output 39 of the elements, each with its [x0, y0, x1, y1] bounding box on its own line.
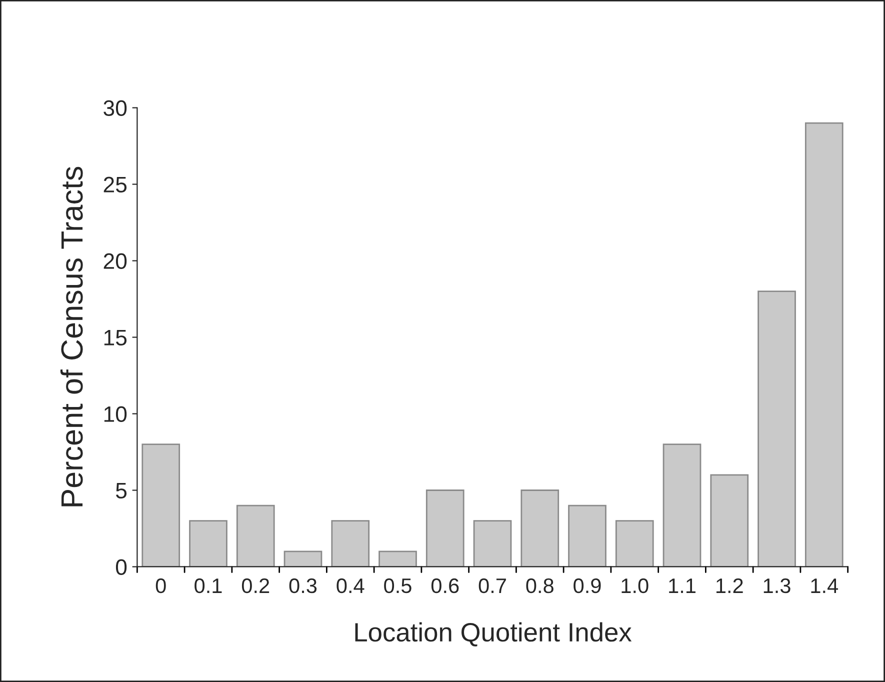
x-axis-title: Location Quotient Index	[355, 622, 632, 646]
x-tick-label: 0.2	[242, 578, 270, 594]
bar	[804, 122, 844, 567]
bar	[568, 504, 606, 567]
x-tick-label: 0.4	[336, 578, 364, 594]
x-tick-label: 1.1	[669, 578, 696, 593]
bar	[236, 504, 275, 567]
bar	[662, 444, 702, 567]
y-tick-label: 15	[104, 330, 127, 346]
bar	[426, 490, 464, 567]
x-tick-label: 0	[156, 578, 166, 594]
x-tick-label: 0.6	[431, 578, 459, 594]
bar	[758, 290, 796, 567]
bar	[284, 550, 322, 567]
x-tick-label: 0.3	[289, 578, 317, 594]
y-tick-label: 0	[116, 559, 127, 576]
x-tick-label: 0.9	[574, 578, 601, 594]
x-tick-label: 0.1	[194, 578, 222, 594]
x-tick-label: 1.0	[622, 578, 648, 594]
x-tick-label: 1.2	[716, 578, 743, 593]
y-axis-title: Percent of Census Tracts	[60, 166, 83, 506]
y-tick-label: 25	[104, 176, 127, 193]
x-tick-label: 1.3	[764, 578, 790, 594]
y-tick-label: 30	[104, 100, 127, 116]
x-tick-label: 0.7	[478, 578, 506, 594]
x-tick-label: 0.5	[384, 578, 412, 594]
y-tick-label: 5	[116, 483, 127, 499]
bar	[520, 490, 560, 567]
bar	[331, 520, 370, 567]
x-tick-label: 1.4	[811, 578, 838, 593]
y-tick-label: 20	[104, 253, 127, 270]
bar	[189, 520, 228, 567]
bar	[710, 474, 749, 567]
bar	[615, 520, 654, 567]
x-tick-label: 0.8	[526, 578, 554, 594]
y-tick-label: 10	[104, 406, 127, 422]
bar	[142, 444, 180, 567]
bar	[378, 550, 417, 567]
bar	[473, 520, 512, 567]
